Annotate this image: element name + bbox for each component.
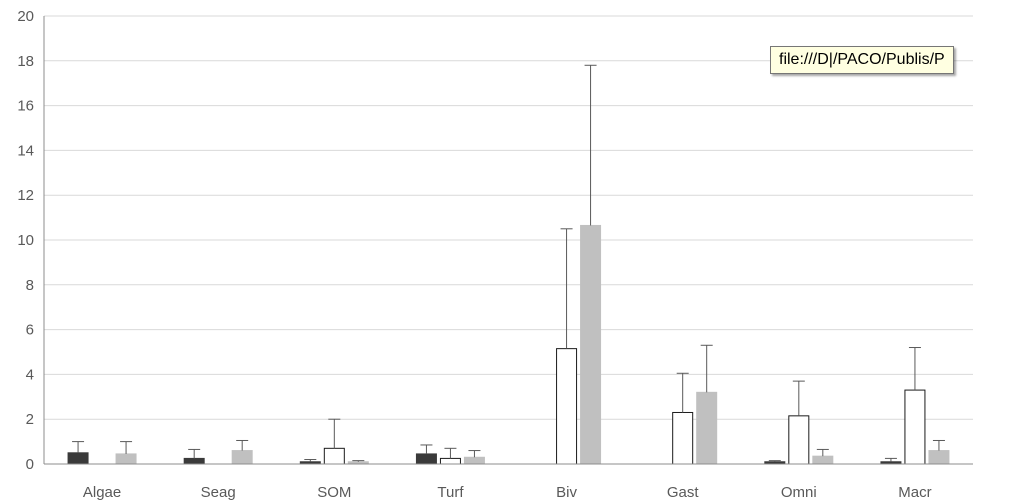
x-tick-label: Seag	[201, 484, 236, 501]
bars	[67, 224, 950, 465]
error-bars	[72, 64, 945, 462]
axes	[43, 16, 973, 465]
y-tick-label: 0	[26, 456, 34, 473]
x-tick-label: Gast	[667, 484, 700, 501]
bar	[904, 389, 926, 465]
bar	[696, 391, 718, 465]
bar	[231, 450, 253, 465]
bar	[556, 348, 578, 465]
y-tick-label: 18	[17, 53, 34, 70]
bar	[928, 450, 950, 465]
x-tick-label: Macr	[898, 484, 931, 501]
x-tick-label: Omni	[781, 484, 817, 501]
y-tick-label: 20	[17, 8, 34, 25]
x-tick-label: Biv	[556, 484, 577, 501]
y-tick-label: 16	[17, 98, 34, 115]
y-tick-label: 14	[17, 142, 34, 159]
bar	[323, 447, 345, 465]
bar	[580, 224, 602, 465]
y-tick-label: 12	[17, 187, 34, 204]
x-tick-label: SOM	[317, 484, 351, 501]
bar	[183, 457, 205, 465]
bar	[672, 411, 694, 465]
gridlines	[44, 15, 973, 420]
bar	[67, 452, 89, 465]
bar	[812, 455, 834, 465]
x-tick-label: Algae	[83, 484, 121, 501]
bar	[439, 457, 461, 465]
y-tick-label: 6	[26, 322, 34, 339]
bar	[115, 453, 137, 465]
y-tick-label: 10	[17, 232, 34, 249]
bar	[788, 415, 810, 465]
y-tick-label: 4	[26, 366, 34, 383]
bar	[463, 456, 485, 465]
x-tick-label: Turf	[437, 484, 464, 501]
bar	[415, 453, 437, 465]
y-tick-label: 2	[26, 411, 34, 428]
labels: 0 2 4 6 8 10 12 14 16 18 20 Algae Seag SOM Turf Biv Gast…	[17, 8, 931, 501]
url-tooltip: file:///D|/PACO/Publis/P	[770, 46, 954, 74]
y-tick-label: 8	[26, 277, 34, 294]
